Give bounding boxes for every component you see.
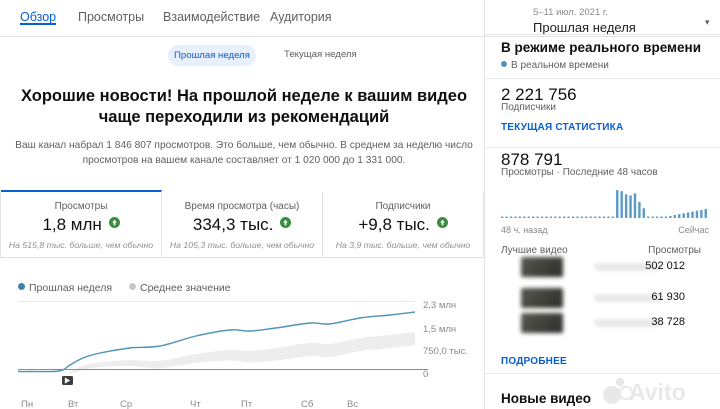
- svg-text:Avito: Avito: [629, 379, 686, 405]
